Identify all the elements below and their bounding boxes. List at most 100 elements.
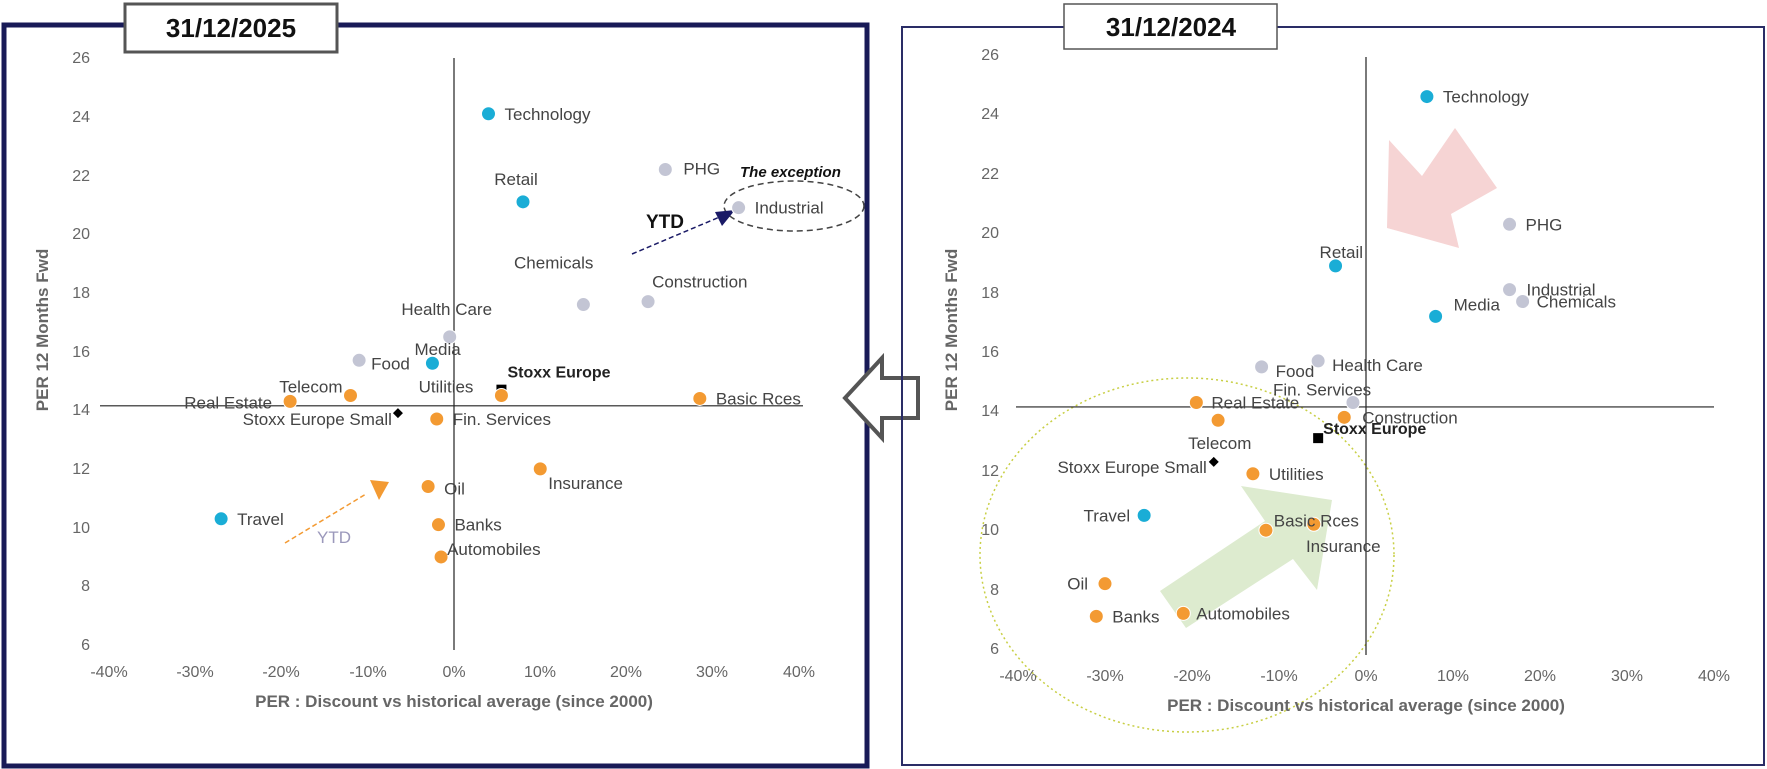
data-point [433,549,449,565]
point-label: Health Care [1332,356,1423,375]
left-ytick: 10 [72,520,90,537]
point-label: Insurance [548,474,623,493]
point-label: Retail [1320,243,1363,262]
data-point [1175,605,1191,621]
left-y-axis-title: PER 12 Months Fwd [33,249,52,411]
right-x-axis-title: PER : Discount vs historical average (si… [1167,696,1565,715]
data-point [1336,409,1352,425]
point-label: Basic Rces [716,389,801,408]
data-point [351,352,367,368]
left-date-tab-label: 31/12/2025 [166,13,296,43]
point-label: Food [1276,362,1315,381]
left-ytick: 14 [72,402,90,419]
data-point [1245,466,1261,482]
left-xtick: 20% [610,664,642,681]
data-point [731,200,747,216]
point-label: Fin. Services [453,410,551,429]
point-label: Basic Rces [1274,511,1359,530]
data-point [1088,608,1104,624]
right-ytick: 20 [981,225,999,242]
left-x-ticks: -40% -30% -20% -10% 0% 10% 20% 30% 40% [90,664,815,681]
data-point [1428,308,1444,324]
point-label: Oil [1067,575,1088,594]
data-point [343,388,358,404]
right-ytick: 26 [981,47,999,64]
left-xtick: -10% [349,664,386,681]
data-point [424,355,440,371]
right-ytick: 6 [990,641,999,658]
point-label: Technology [505,105,592,124]
point-label: Automobiles [1196,604,1290,623]
left-ytd-top-label: YTD [646,212,684,233]
right-xtick: 40% [1698,668,1730,685]
data-point [282,393,298,409]
left-exception-label: The exception [740,164,841,181]
left-xtick: 30% [696,664,728,681]
left-ytick: 20 [72,226,90,243]
left-ytd-top-arrowhead [715,210,735,226]
left-annotations: The exception YTD YTD [284,164,865,547]
right-y-axis-title: PER 12 Months Fwd [942,249,961,411]
data-point [1097,576,1113,592]
point-label: Oil [444,480,465,499]
data-point-diamond [392,408,403,419]
right-ytick: 14 [981,403,999,420]
point-label: Technology [1443,88,1530,107]
left-xtick: 40% [783,664,815,681]
data-point [640,294,656,310]
right-ytick: 12 [981,463,999,480]
right-y-ticks: 6 8 10 12 14 16 18 20 22 24 26 [981,47,999,658]
point-label: Telecom [279,378,342,397]
data-point [657,162,673,178]
right-ytick: 18 [981,285,999,302]
right-panel-frame [901,26,1765,766]
data-point [1136,507,1152,523]
right-xtick: 20% [1524,668,1556,685]
left-xtick: -20% [262,664,299,681]
point-label: Stoxx Europe Small [1057,458,1206,477]
left-x-axis-title: PER : Discount vs historical average (si… [255,692,653,711]
right-xtick: 30% [1611,668,1643,685]
right-xtick: -10% [1260,668,1297,685]
left-xtick: -40% [90,664,127,681]
left-ytd-bottom-label: YTD [317,528,351,547]
point-label: Real Estate [184,393,272,412]
right-xtick: 10% [1437,668,1469,685]
data-point [1328,258,1344,274]
right-highlight-ellipse [979,377,1395,733]
data-point [692,390,708,406]
data-point [532,461,548,477]
left-xtick: 0% [442,664,465,681]
right-panel: 31/12/2024 6 8 10 12 14 16 18 20 22 24 2… [901,3,1765,766]
left-xtick: 10% [524,664,556,681]
right-ytick: 24 [981,106,999,123]
data-point [1306,516,1322,532]
right-ytick: 8 [990,582,999,599]
right-green-up-arrow [1160,486,1332,628]
right-date-tab [1063,3,1278,50]
right-pink-down-arrow [1387,128,1497,248]
point-label: Media [414,340,461,359]
data-point [1515,294,1531,310]
point-label: Telecom [1188,434,1251,453]
point-label: Industrial [755,199,824,218]
left-ytick: 22 [72,168,90,185]
left-ytick: 26 [72,50,90,67]
left-plot-area: Technology Retail PHG Industrial Chemicals Co… [100,58,824,650]
point-label: Utilities [1269,465,1324,484]
left-panel: 31/12/2025 6 8 10 12 14 16 18 20 22 24 2… [1,2,870,769]
right-ytick: 16 [981,344,999,361]
data-point [1210,412,1226,428]
left-ytd-top-arrow [631,215,723,255]
point-label: Insurance [1306,537,1381,556]
right-xtick: -30% [1086,668,1123,685]
point-label: Real Estate [1211,393,1299,412]
point-label: Construction [1362,408,1457,427]
data-point [481,106,496,122]
data-point [575,297,591,313]
right-xtick: 0% [1354,668,1377,685]
point-label: Construction [652,273,747,292]
left-date-tab [123,2,339,54]
